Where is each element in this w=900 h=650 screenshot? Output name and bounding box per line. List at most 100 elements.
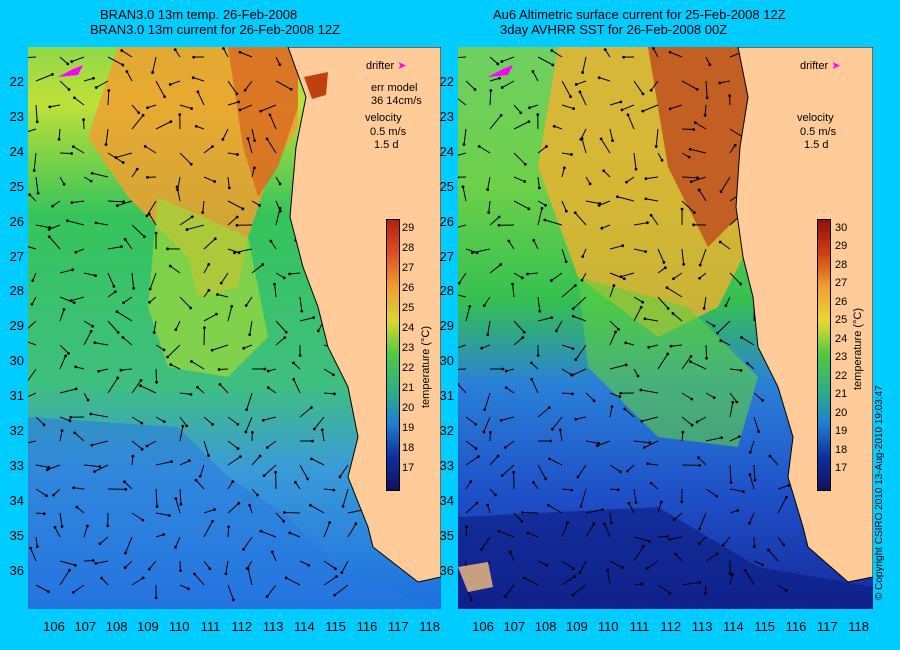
left-lat-label: 31 <box>9 388 24 404</box>
right-velocity-label: velocity <box>797 112 834 124</box>
right-lon-label: 112 <box>660 619 682 634</box>
left-lon-label: 117 <box>387 619 409 634</box>
right-colorbar-tick: 30 <box>835 222 848 234</box>
right-drifter-icon: ➤ <box>831 60 841 72</box>
left-colorbar-tick: 17 <box>402 462 415 474</box>
right-colorbar <box>817 219 831 491</box>
left-map-panel <box>28 47 441 609</box>
right-colorbar-tick: 22 <box>835 369 848 382</box>
right-lon-label: 107 <box>503 619 526 634</box>
right-colorbar-tick: 20 <box>835 406 848 419</box>
left-colorbar-tick: 28 <box>402 242 415 254</box>
right-colorbar-tick: 19 <box>835 425 848 438</box>
left-coastal-shelf <box>304 72 328 99</box>
left-lon-label: 113 <box>262 619 284 634</box>
right-lat-label: 22 <box>439 74 454 89</box>
left-colorbar-label: temperature (°C) <box>420 325 432 408</box>
left-lat-label: 30 <box>9 353 24 369</box>
left-legend-drifter: drifter ➤ <box>366 60 406 72</box>
left-colorbar-tick: 24 <box>402 322 415 334</box>
left-lon-label: 106 <box>43 619 65 634</box>
left-colorbar-tick: 23 <box>402 342 415 354</box>
right-velocity-scale: 0.5 m/s <box>800 126 837 138</box>
right-lat-label: 26 <box>439 213 454 229</box>
left-drifter-icon: ➤ <box>397 60 407 72</box>
left-lat-label: 34 <box>9 492 24 508</box>
right-current-arrows <box>458 47 790 602</box>
right-lon-label: 108 <box>534 619 557 634</box>
right-lon-label: 113 <box>691 619 713 634</box>
left-colorbar-tick: 29 <box>402 222 415 234</box>
left-title-line1: BRAN3.0 13m temp. 26-Feb-2008 <box>100 7 298 22</box>
left-lat-label: 29 <box>9 318 24 334</box>
right-sst-map <box>458 47 873 609</box>
right-lat-label: 28 <box>439 283 454 299</box>
left-velocity-scale: 0.5 m/s <box>370 126 407 138</box>
left-colorbar-tick: 25 <box>402 302 415 314</box>
right-lat-label: 32 <box>439 423 454 438</box>
left-land-australia <box>287 47 441 583</box>
right-legend-drifter: drifter ➤ <box>800 60 840 72</box>
right-colorbar-tick: 29 <box>835 240 848 253</box>
right-colorbar-tick: 27 <box>835 277 848 290</box>
right-land-australia <box>735 47 873 583</box>
right-lon-label: 116 <box>785 619 807 634</box>
right-lon-label: 111 <box>629 619 650 634</box>
right-colorbar-tick: 26 <box>835 295 848 308</box>
left-lat-label: 23 <box>9 108 24 124</box>
right-colorbar-label: temperature (°C) <box>852 307 864 390</box>
left-velocity-label: velocity <box>365 112 402 124</box>
left-lon-label: 107 <box>74 619 97 634</box>
right-island-marker <box>488 65 513 77</box>
right-colorbar-tick: 25 <box>835 314 848 327</box>
left-current-arrows <box>28 47 366 602</box>
left-lat-label: 26 <box>9 213 24 229</box>
right-cloud-mask <box>458 562 493 592</box>
right-lat-label: 23 <box>439 108 454 124</box>
right-lon-label: 106 <box>472 619 494 634</box>
left-lon-label: 111 <box>200 619 221 634</box>
right-colorbar-tick: 24 <box>835 332 848 345</box>
left-colorbar-tick: 27 <box>402 262 415 274</box>
right-drifter-label: drifter <box>800 60 829 72</box>
left-lon-label: 110 <box>168 619 190 634</box>
left-lon-label: 109 <box>137 619 159 634</box>
left-lat-label: 35 <box>9 527 24 543</box>
right-title-line2: 3day AVHRR SST for 26-Feb-2008 00Z <box>500 22 728 37</box>
left-lat-label: 36 <box>9 562 24 578</box>
right-lat-label: 25 <box>439 178 454 194</box>
right-lat-label: 33 <box>439 457 454 473</box>
right-lat-label: 24 <box>439 143 454 159</box>
left-title-line2: BRAN3.0 13m current for 26-Feb-2008 12Z <box>90 22 341 37</box>
right-colorbar-tick: 18 <box>835 443 848 456</box>
right-lon-label: 110 <box>597 619 619 634</box>
right-lat-label: 27 <box>439 248 454 264</box>
right-title-line1: Au6 Altimetric surface current for 25-Fe… <box>493 7 786 22</box>
left-colorbar-tick: 22 <box>402 362 415 374</box>
right-lat-label: 34 <box>439 492 454 508</box>
right-lat-label: 30 <box>439 353 454 369</box>
left-colorbar <box>386 219 400 491</box>
right-lat-label: 29 <box>439 318 454 334</box>
right-lon-label: 109 <box>566 619 588 634</box>
right-colorbar-tick: 28 <box>835 258 848 271</box>
left-drifter-label: drifter <box>366 60 395 72</box>
left-lon-label: 114 <box>294 619 315 634</box>
right-lon-label: 118 <box>848 619 869 634</box>
right-lat-label: 36 <box>439 562 454 578</box>
left-err-model-value: 36 14cm/s <box>371 95 422 107</box>
left-lat-label: 27 <box>9 248 24 264</box>
right-colorbar-tick: 17 <box>835 462 848 474</box>
left-duration: 1.5 d <box>374 139 399 151</box>
left-colorbar-tick: 26 <box>402 282 415 294</box>
copyright-text: © Copyright CSIRO 2010 13-Aug-2010 19:03… <box>874 385 885 600</box>
right-map-panel <box>458 47 873 609</box>
right-duration: 1.5 d <box>804 139 829 151</box>
left-lat-label: 25 <box>9 178 24 194</box>
left-err-model-label: err model <box>371 82 418 94</box>
left-colorbar-tick: 19 <box>402 422 415 434</box>
right-lon-label: 115 <box>754 619 776 634</box>
left-colorbar-tick: 18 <box>402 442 415 454</box>
right-lon-label: 117 <box>816 619 838 634</box>
right-colorbar-tick: 23 <box>835 351 848 364</box>
